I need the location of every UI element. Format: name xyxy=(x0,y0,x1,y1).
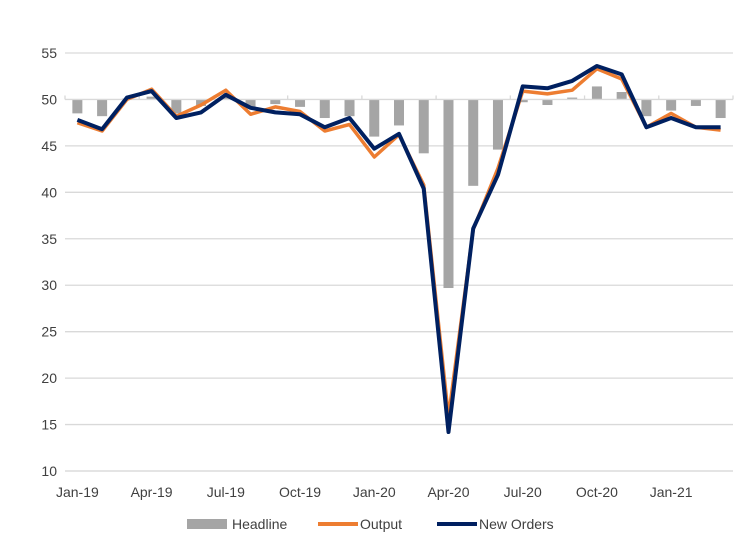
legend: Headline Output New Orders xyxy=(187,516,554,532)
headline-bars xyxy=(72,86,726,289)
y-tick-label: 35 xyxy=(41,231,57,247)
y-tick-label: 55 xyxy=(41,45,57,61)
bar-Jun-19 xyxy=(196,99,207,106)
y-tick-label: 45 xyxy=(41,138,57,154)
bar-Aug-19 xyxy=(245,99,256,109)
bar-Feb-21 xyxy=(690,99,701,106)
x-tick-label: Jan-19 xyxy=(56,484,99,500)
legend-label: Headline xyxy=(232,516,287,532)
x-tick-label: Apr-19 xyxy=(131,484,173,500)
y-tick-label: 40 xyxy=(41,184,57,200)
gridlines xyxy=(65,52,733,472)
bar-Mar-21 xyxy=(715,99,726,119)
x-tick-label: Jul-19 xyxy=(207,484,245,500)
bar-Jan-19 xyxy=(72,99,83,114)
bar-Sep-19 xyxy=(270,99,281,105)
bar-May-20 xyxy=(468,99,479,186)
bar-Oct-20 xyxy=(591,86,602,100)
bar-Mar-20 xyxy=(418,99,429,154)
series-lines xyxy=(76,64,721,434)
bar-Oct-19 xyxy=(295,99,306,107)
x-tick-label: Jul-20 xyxy=(504,484,542,500)
y-tick-label: 20 xyxy=(41,370,57,386)
y-tick-label: 25 xyxy=(41,324,57,340)
x-tick-label: Oct-20 xyxy=(576,484,618,500)
bar-Dec-20 xyxy=(641,99,652,117)
x-tick-label: Jan-20 xyxy=(353,484,396,500)
line-new-orders xyxy=(76,64,721,434)
bar-Nov-20 xyxy=(616,92,627,100)
bar-Jun-20 xyxy=(492,99,503,150)
legend-label: New Orders xyxy=(479,516,554,532)
bar-Sep-20 xyxy=(567,97,578,100)
x-tick-label: Apr-20 xyxy=(427,484,469,500)
bar-Jul-20 xyxy=(517,99,528,103)
bar-May-19 xyxy=(171,99,182,114)
bar-Apr-20 xyxy=(443,99,454,289)
bar-Nov-19 xyxy=(319,99,330,119)
y-tick-label: 15 xyxy=(41,417,57,433)
bar-Dec-19 xyxy=(344,99,355,117)
bar-Jan-20 xyxy=(369,99,380,137)
y-tick-label: 50 xyxy=(41,91,57,107)
bar-Jul-19 xyxy=(220,96,231,100)
bar-Aug-20 xyxy=(542,99,553,106)
x-tick-label: Oct-19 xyxy=(279,484,321,500)
bar-Feb-20 xyxy=(394,99,404,126)
y-tick-label: 30 xyxy=(41,277,57,293)
y-axis: 10 15 20 25 30 35 40 45 50 55 xyxy=(41,45,57,479)
bar-Apr-19 xyxy=(146,96,157,100)
bar-Jan-21 xyxy=(666,99,677,111)
x-axis: Jan-19 Apr-19 Jul-19 Oct-19 Jan-20 Apr-20 Jul-… xyxy=(56,95,734,500)
bar-Feb-19 xyxy=(97,99,108,117)
legend-swatch-headline xyxy=(187,519,227,529)
y-tick-label: 10 xyxy=(41,463,57,479)
x-tick-label: Jan-21 xyxy=(650,484,693,500)
legend-label: Output xyxy=(360,516,402,532)
